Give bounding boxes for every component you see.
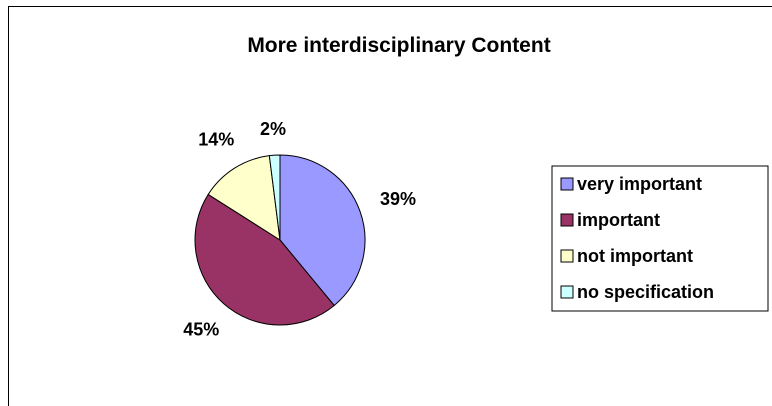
legend-swatch-not-important: [560, 249, 574, 263]
pie-slice-very-important: [279, 154, 366, 307]
data-label-no-specification: 2%: [260, 119, 286, 139]
legend: very important important not important no s…: [551, 165, 769, 312]
data-label-very-important: 39%: [380, 189, 416, 209]
legend-label-important: important: [577, 210, 660, 230]
legend-swatch-very-important: [560, 177, 574, 191]
chart-frame: [8, 6, 772, 406]
data-label-not-important: 14%: [198, 130, 234, 150]
chart-title: More interdisciplinary Content: [247, 34, 550, 57]
legend-swatch-important: [560, 213, 574, 227]
pie-slice-not-important: [207, 155, 281, 241]
legend-label-no-specification: no specification: [577, 282, 714, 302]
legend-box: [551, 165, 769, 312]
pie-slice-no-specification: [268, 154, 281, 241]
data-label-important: 45%: [183, 319, 219, 339]
legend-swatch-no-specification: [560, 285, 574, 299]
legend-label-very-important: very important: [577, 174, 702, 194]
legend-label-not-important: not important: [577, 246, 693, 266]
pie-data-labels: 39% 45% 14% 2%: [183, 119, 416, 339]
pie-slice-important: [194, 193, 335, 326]
pie-slices: [194, 154, 366, 326]
